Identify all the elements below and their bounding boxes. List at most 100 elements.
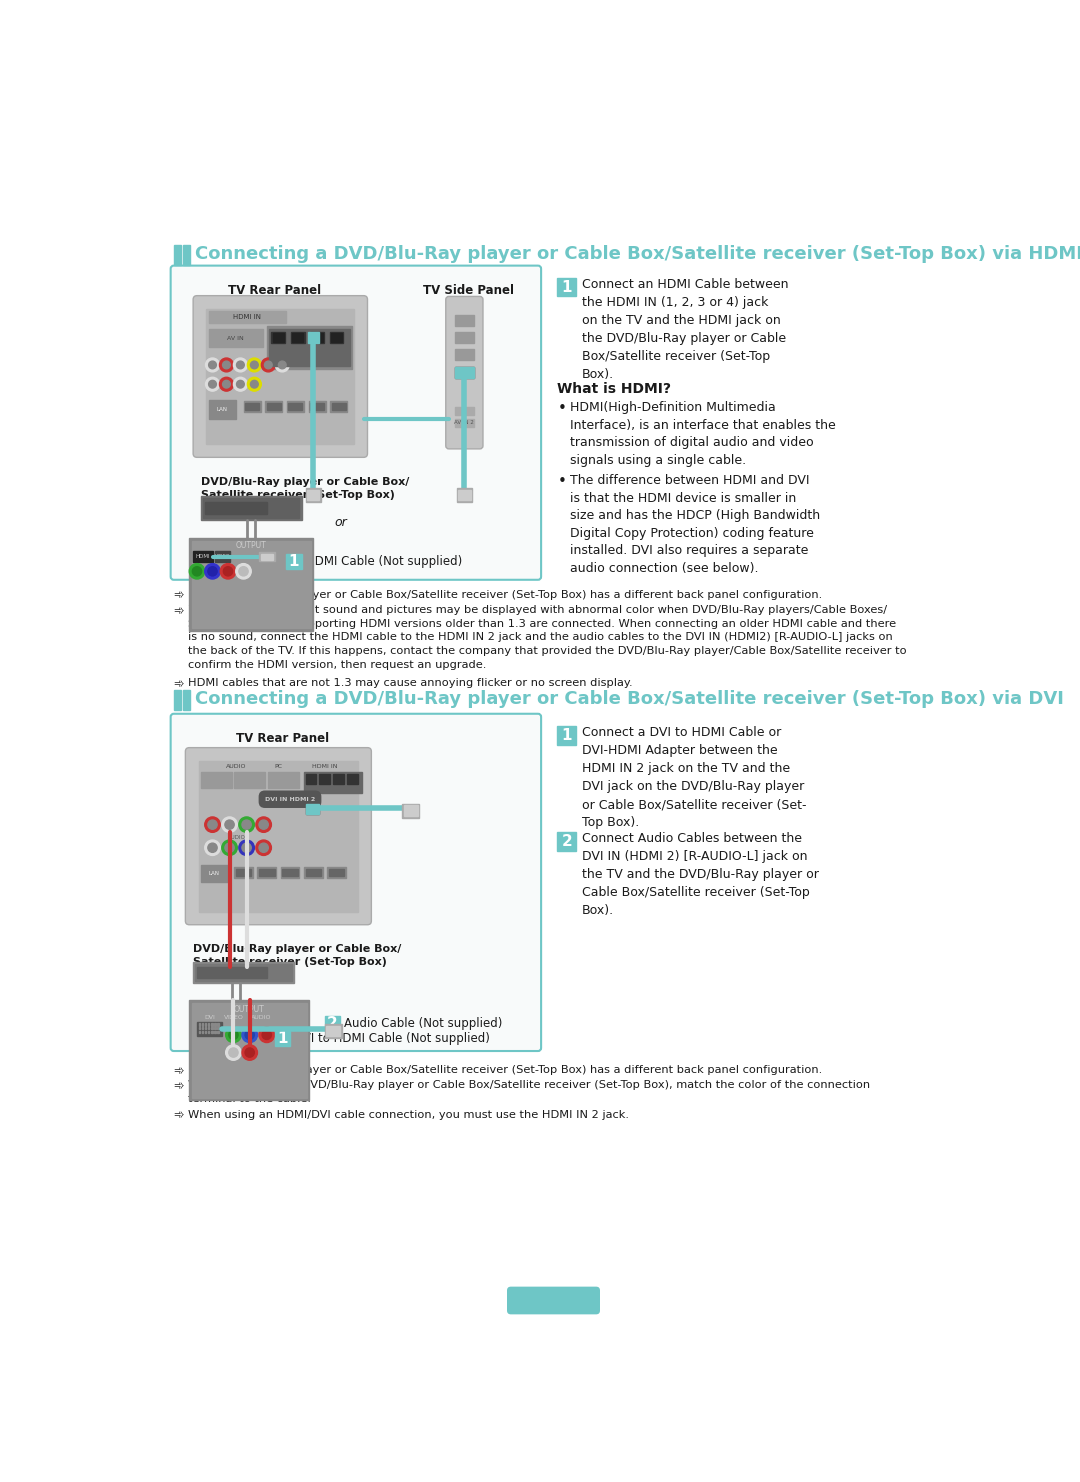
Bar xyxy=(329,332,343,344)
FancyBboxPatch shape xyxy=(193,295,367,458)
Text: Audio Cable (Not supplied): Audio Cable (Not supplied) xyxy=(345,1017,502,1030)
Bar xyxy=(201,772,232,788)
Bar xyxy=(199,1023,200,1026)
Bar xyxy=(208,311,286,323)
Bar xyxy=(303,867,323,877)
Text: When using an HDMI/DVI cable connection, you must use the HDMI IN 2 jack.: When using an HDMI/DVI cable connection,… xyxy=(188,1110,629,1119)
Bar xyxy=(348,774,359,784)
Circle shape xyxy=(279,362,286,369)
Circle shape xyxy=(235,563,252,579)
Bar xyxy=(557,726,576,744)
Bar xyxy=(455,368,474,378)
Bar xyxy=(288,403,302,411)
Bar xyxy=(332,403,346,411)
Circle shape xyxy=(251,381,258,388)
Text: 2: 2 xyxy=(562,834,572,849)
Text: AUDIO: AUDIO xyxy=(226,765,246,769)
Text: DVD/Blu-Ray player or Cable Box/
Satellite receiver (Set-Top Box): DVD/Blu-Ray player or Cable Box/ Satelli… xyxy=(201,477,409,499)
Bar xyxy=(205,1031,206,1033)
Text: HDMI IN: HDMI IN xyxy=(312,765,338,769)
Bar xyxy=(266,402,282,412)
Bar xyxy=(201,865,228,882)
Bar xyxy=(189,1000,309,1100)
Text: 1: 1 xyxy=(562,728,572,742)
Bar xyxy=(325,1024,342,1037)
Bar xyxy=(306,803,320,814)
Bar xyxy=(455,419,474,427)
Text: TV Rear Panel: TV Rear Panel xyxy=(228,285,321,296)
Bar xyxy=(273,333,284,342)
Bar xyxy=(334,774,345,784)
Text: TV Rear Panel: TV Rear Panel xyxy=(235,732,328,745)
Bar xyxy=(203,498,299,519)
Bar xyxy=(326,1026,340,1036)
Text: English-3: English-3 xyxy=(517,1294,590,1307)
Bar xyxy=(307,489,320,501)
Bar xyxy=(183,245,190,265)
Bar xyxy=(271,332,285,344)
Circle shape xyxy=(225,820,234,830)
Circle shape xyxy=(225,843,234,852)
Circle shape xyxy=(192,566,202,576)
Text: Each DVD/Blu-Ray player or Cable Box/Satellite receiver (Set-Top Box) has a diff: Each DVD/Blu-Ray player or Cable Box/Sat… xyxy=(188,590,822,600)
Text: VIDEO: VIDEO xyxy=(224,1015,243,1020)
Text: TV Side Panel: TV Side Panel xyxy=(422,285,514,296)
Bar xyxy=(214,1027,216,1030)
Circle shape xyxy=(207,843,217,852)
Bar xyxy=(234,772,266,788)
Bar xyxy=(455,332,474,342)
Bar xyxy=(174,691,180,710)
Bar xyxy=(211,1027,213,1030)
Circle shape xyxy=(237,362,244,369)
Circle shape xyxy=(205,359,219,372)
Bar xyxy=(281,867,299,877)
Circle shape xyxy=(226,1045,241,1060)
Bar xyxy=(274,1031,291,1046)
Text: OUTPUT: OUTPUT xyxy=(235,541,267,550)
Bar xyxy=(215,551,230,562)
Bar xyxy=(197,968,267,978)
Circle shape xyxy=(239,566,248,576)
Text: What is HDMI?: What is HDMI? xyxy=(557,382,672,396)
Bar xyxy=(269,329,350,366)
Bar xyxy=(208,329,262,347)
Text: 1: 1 xyxy=(276,1031,287,1046)
Text: DVD/Blu-Ray player or Cable Box/
Satellite receiver (Set-Top Box): DVD/Blu-Ray player or Cable Box/ Satelli… xyxy=(193,944,402,968)
Text: AV IN: AV IN xyxy=(228,335,244,341)
Bar xyxy=(557,279,576,296)
Text: VIDEO: VIDEO xyxy=(215,554,230,559)
Bar xyxy=(205,1023,206,1026)
Bar xyxy=(207,1027,210,1030)
Bar xyxy=(310,403,324,411)
Bar xyxy=(320,774,330,784)
Bar xyxy=(260,554,273,560)
Text: 2: 2 xyxy=(327,1015,338,1031)
Bar xyxy=(259,868,274,876)
Text: HDMI(High-Definition Multimedia
Interface), is an interface that enables the
tra: HDMI(High-Definition Multimedia Interfac… xyxy=(570,402,836,467)
Bar xyxy=(306,488,321,502)
FancyBboxPatch shape xyxy=(507,1286,600,1315)
Bar xyxy=(455,408,474,415)
Bar xyxy=(199,1027,200,1030)
Text: or: or xyxy=(334,516,347,529)
Bar xyxy=(217,1031,218,1033)
Circle shape xyxy=(251,362,258,369)
Bar xyxy=(287,402,303,412)
Text: ➾: ➾ xyxy=(174,679,185,691)
Circle shape xyxy=(247,359,261,372)
Bar xyxy=(214,1031,216,1033)
Bar xyxy=(257,867,276,877)
Circle shape xyxy=(265,362,272,369)
Circle shape xyxy=(245,1048,255,1057)
Bar xyxy=(201,496,301,520)
Circle shape xyxy=(259,1027,274,1042)
Circle shape xyxy=(208,362,216,369)
Text: ➾: ➾ xyxy=(174,1110,185,1122)
Circle shape xyxy=(205,378,219,391)
Circle shape xyxy=(229,1048,238,1057)
Text: Connect Audio Cables between the
DVI IN (HDMI 2) [R-AUDIO-L] jack on
the TV and : Connect Audio Cables between the DVI IN … xyxy=(582,833,819,917)
Bar xyxy=(195,963,292,981)
Bar xyxy=(202,1027,203,1030)
Bar xyxy=(327,867,346,877)
Bar xyxy=(303,772,362,793)
